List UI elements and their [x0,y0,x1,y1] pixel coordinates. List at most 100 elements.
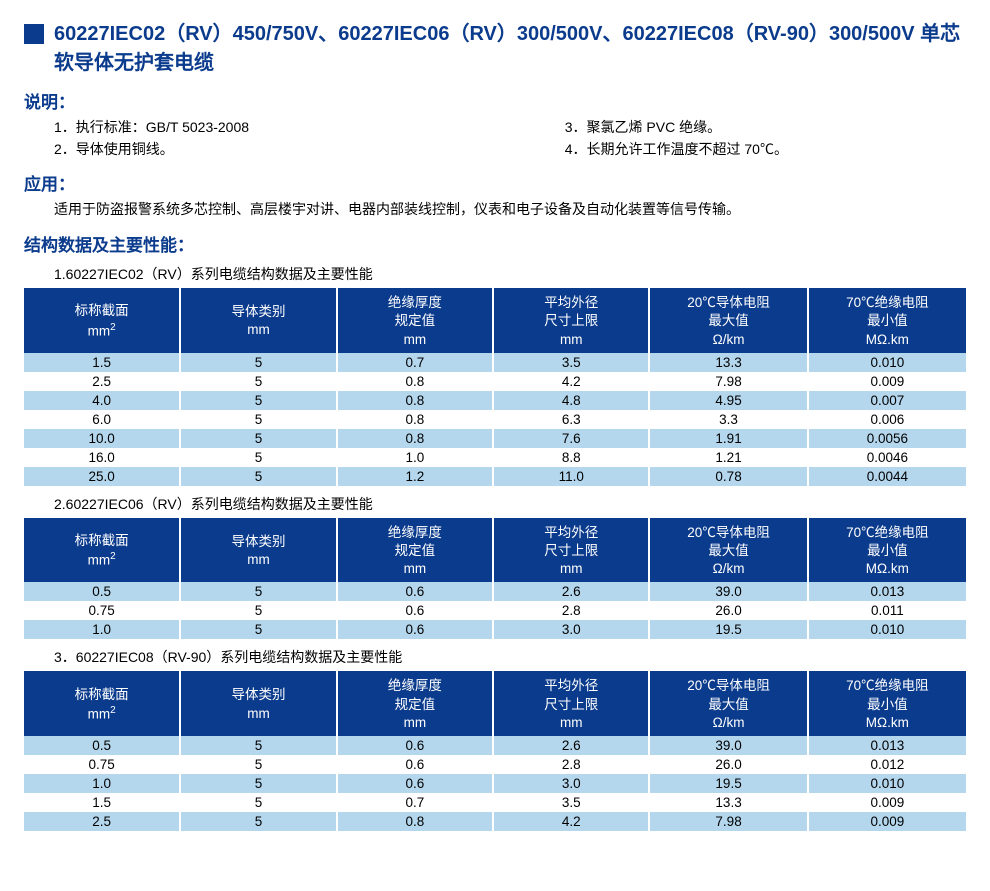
main-title: 60227IEC02（RV）450/750V、60227IEC06（RV）300… [54,20,966,78]
desc-item: 2．导体使用铜线。 [54,139,565,161]
table-cell: 0.8 [337,812,493,831]
table-cell: 5 [180,736,336,755]
table-cell: 0.007 [808,391,966,410]
table-cell: 4.95 [649,391,807,410]
table-cell: 5 [180,429,336,448]
table-cell: 2.5 [24,812,180,831]
table-cell: 5 [180,448,336,467]
table-cell: 0.6 [337,736,493,755]
desc-item: 4．长期允许工作温度不超过 70℃。 [565,139,966,161]
table-cell: 2.6 [493,582,649,601]
table-header-cell: 20℃导体电阻最大值Ω/km [649,518,807,583]
table-cell: 1.91 [649,429,807,448]
table-cell: 6.3 [493,410,649,429]
table-cell: 0.7 [337,793,493,812]
table-cell: 7.98 [649,812,807,831]
table-cell: 0.6 [337,620,493,639]
table-header-cell: 导体类别mm [180,518,336,583]
table-row: 10.050.87.61.910.0056 [24,429,966,448]
table-row: 2.550.84.27.980.009 [24,372,966,391]
table-cell: 0.8 [337,410,493,429]
table-cell: 0.006 [808,410,966,429]
table-header-cell: 导体类别mm [180,671,336,736]
table-cell: 1.5 [24,793,180,812]
table-row: 2.550.84.27.980.009 [24,812,966,831]
table-cell: 39.0 [649,736,807,755]
table-cell: 1.0 [337,448,493,467]
table-cell: 3.3 [649,410,807,429]
table-cell: 3.5 [493,353,649,372]
table-cell: 0.013 [808,582,966,601]
table-cell: 0.6 [337,755,493,774]
table-cell: 0.8 [337,372,493,391]
table-cell: 2.8 [493,755,649,774]
table-header-cell: 标称截面mm2 [24,518,180,583]
table-cell: 25.0 [24,467,180,486]
table-cell: 0.009 [808,372,966,391]
table-row: 1.550.73.513.30.009 [24,793,966,812]
table-cell: 4.2 [493,372,649,391]
table-cell: 0.011 [808,601,966,620]
table-cell: 2.5 [24,372,180,391]
table-cell: 3.0 [493,620,649,639]
table-header-cell: 20℃导体电阻最大值Ω/km [649,288,807,353]
desc-item: 1．执行标准：GB/T 5023-2008 [54,117,565,139]
table-header-cell: 70℃绝缘电阻最小值MΩ.km [808,518,966,583]
table-cell: 0.78 [649,467,807,486]
table-cell: 7.98 [649,372,807,391]
table-cell: 5 [180,582,336,601]
table-header-cell: 绝缘厚度规定值mm [337,288,493,353]
table-cell: 0.7 [337,353,493,372]
table-cell: 0.8 [337,429,493,448]
description-right: 3．聚氯乙烯 PVC 绝缘。 4．长期允许工作温度不超过 70℃。 [565,117,966,160]
data-table: 标称截面mm2导体类别mm绝缘厚度规定值mm平均外径尺寸上限mm20℃导体电阻最… [24,288,966,486]
table-cell: 0.6 [337,601,493,620]
table-header-cell: 平均外径尺寸上限mm [493,671,649,736]
table-cell: 1.0 [24,620,180,639]
table-cell: 1.5 [24,353,180,372]
subtable-title: 2.60227IEC06（RV）系列电缆结构数据及主要性能 [24,494,966,514]
table-cell: 6.0 [24,410,180,429]
table-cell: 0.0046 [808,448,966,467]
table-header-cell: 标称截面mm2 [24,288,180,353]
description-left: 1．执行标准：GB/T 5023-2008 2．导体使用铜线。 [24,117,565,160]
table-cell: 0.5 [24,736,180,755]
table-row: 0.550.62.639.00.013 [24,582,966,601]
table-cell: 0.5 [24,582,180,601]
tables-container: 1.60227IEC02（RV）系列电缆结构数据及主要性能标称截面mm2导体类别… [24,264,966,831]
table-cell: 5 [180,410,336,429]
table-cell: 0.009 [808,812,966,831]
table-cell: 5 [180,391,336,410]
table-header-cell: 70℃绝缘电阻最小值MΩ.km [808,288,966,353]
table-row: 16.051.08.81.210.0046 [24,448,966,467]
table-row: 25.051.211.00.780.0044 [24,467,966,486]
table-cell: 7.6 [493,429,649,448]
table-header-cell: 70℃绝缘电阻最小值MΩ.km [808,671,966,736]
table-cell: 0.013 [808,736,966,755]
description-block: 1．执行标准：GB/T 5023-2008 2．导体使用铜线。 3．聚氯乙烯 P… [24,117,966,160]
table-row: 0.7550.62.826.00.012 [24,755,966,774]
table-header-cell: 20℃导体电阻最大值Ω/km [649,671,807,736]
table-cell: 1.0 [24,774,180,793]
title-row: 60227IEC02（RV）450/750V、60227IEC06（RV）300… [24,20,966,78]
table-header-cell: 平均外径尺寸上限mm [493,518,649,583]
heading-application: 应用： [24,170,966,195]
table-cell: 5 [180,601,336,620]
table-cell: 0.0056 [808,429,966,448]
table-header-cell: 平均外径尺寸上限mm [493,288,649,353]
table-cell: 0.010 [808,620,966,639]
table-cell: 0.0044 [808,467,966,486]
table-cell: 1.21 [649,448,807,467]
table-cell: 3.5 [493,793,649,812]
table-cell: 0.009 [808,793,966,812]
table-cell: 0.8 [337,391,493,410]
table-cell: 19.5 [649,774,807,793]
table-cell: 5 [180,774,336,793]
table-row: 6.050.86.33.30.006 [24,410,966,429]
table-row: 1.550.73.513.30.010 [24,353,966,372]
table-cell: 5 [180,467,336,486]
table-cell: 5 [180,372,336,391]
subtable-title: 1.60227IEC02（RV）系列电缆结构数据及主要性能 [24,264,966,284]
table-cell: 0.6 [337,582,493,601]
table-header-cell: 导体类别mm [180,288,336,353]
